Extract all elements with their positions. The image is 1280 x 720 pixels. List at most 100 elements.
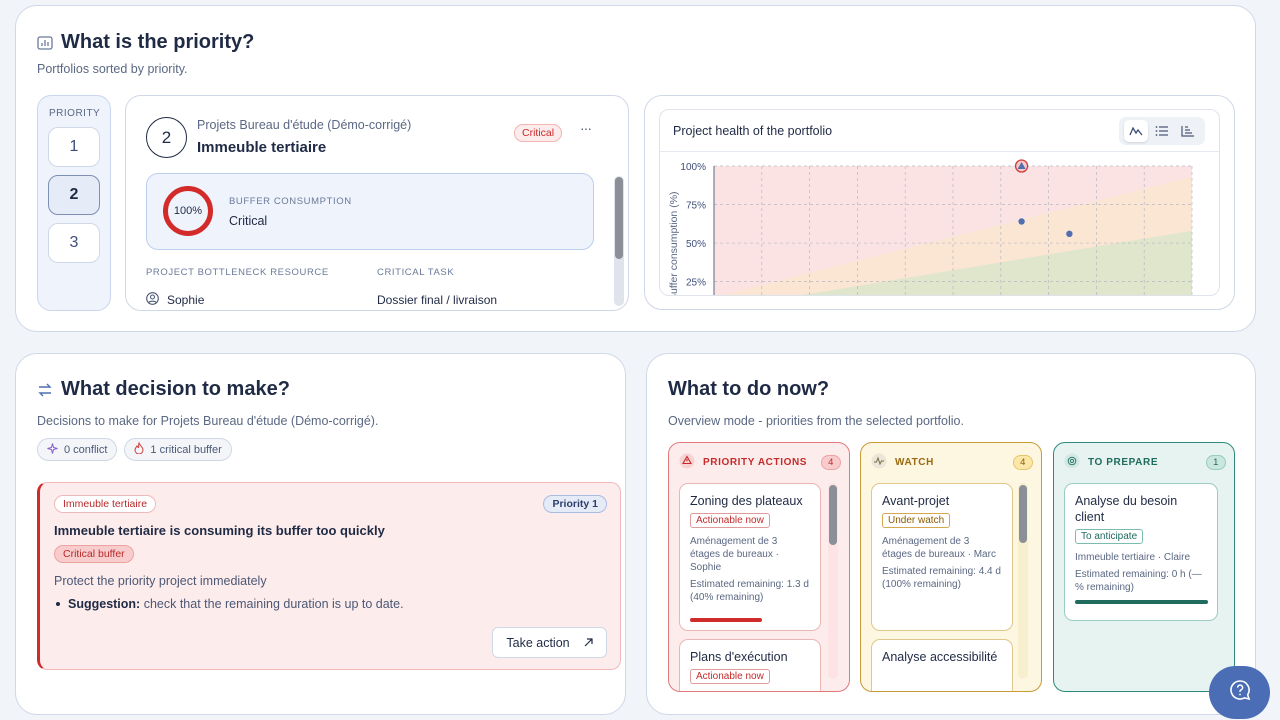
data-point: [1066, 230, 1073, 238]
status-badge: Critical: [514, 124, 563, 142]
take-action-label: Take action: [506, 635, 570, 650]
more-options-icon[interactable]: ···: [580, 120, 592, 136]
critical-task-label: CRITICAL TASK: [377, 267, 455, 278]
project-rank: 2: [146, 117, 187, 158]
conflict-chip[interactable]: 0 conflict: [37, 438, 118, 461]
task-card[interactable]: Analyse du besoin client To anticipate I…: [1064, 483, 1218, 621]
task-tag: Under watch: [882, 513, 951, 528]
decision-body: Protect the priority project immediately: [54, 574, 267, 588]
project-portfolio: Projets Bureau d'étude (Démo-corrigé): [197, 118, 412, 132]
bar-chart-icon[interactable]: [1176, 120, 1200, 142]
task-remaining: Estimated remaining: 1.3 d (40% remainin…: [690, 579, 809, 603]
chart-panel: Project health of the portfolio 100% 75% 5…: [644, 95, 1235, 310]
task-remaining: Estimated remaining: 0 h (— % remaining): [1075, 569, 1202, 593]
help-button[interactable]: [1209, 666, 1270, 719]
watch-header: WATCH 4: [871, 453, 1033, 472]
chart-title: Project health of the portfolio: [673, 124, 833, 138]
priority-3-button[interactable]: 3: [48, 223, 100, 263]
green-zone: [802, 230, 1192, 295]
priority-2-button[interactable]: 2: [48, 175, 100, 215]
buffer-ring: 100%: [163, 186, 213, 236]
task-tag: To anticipate: [1075, 529, 1144, 544]
task-description: Aménagement de 3 étages de bureaux · Mar…: [882, 536, 996, 560]
to-prepare-header: TO PREPARE 1: [1064, 453, 1226, 472]
watch-count: 4: [1013, 455, 1033, 470]
watch-column: WATCH 4 Avant-projet Under watch Aménage…: [860, 442, 1042, 692]
priority-actions-header: PRIORITY ACTIONS 4: [679, 453, 841, 472]
priority-title: What is the priority?: [61, 31, 255, 53]
task-description: Aménagement de 3 étages de bureaux · Sop…: [690, 536, 779, 573]
priority-actions-column: PRIORITY ACTIONS 4 Zoning des plateaux A…: [668, 442, 850, 692]
decision-item: Immeuble tertiaire Priority 1 Immeuble t…: [37, 482, 621, 670]
priority-actions-count: 4: [821, 455, 841, 470]
decision-title: What decision to make?: [61, 378, 290, 400]
critical-buffer-tag: Critical buffer: [54, 545, 134, 563]
conflict-chip-label: 0 conflict: [64, 443, 108, 456]
to-prepare-column: TO PREPARE 1 Analyse du besoin client To…: [1053, 442, 1235, 692]
task-card[interactable]: Analyse accessibilité: [871, 639, 1013, 691]
task-title: Analyse du besoin client: [1075, 494, 1178, 524]
decision-header: What decision to make?: [37, 378, 378, 401]
task-tag: Actionable now: [690, 669, 770, 684]
bullet: [56, 602, 60, 606]
warning-triangle-icon: [679, 453, 695, 472]
chart-view-toggle: [1119, 117, 1205, 145]
task-card[interactable]: Plans d'exécution Actionable now: [679, 639, 821, 691]
task-description: Immeuble tertiaire · Claire: [1075, 552, 1191, 563]
y-tick-label: 50%: [686, 239, 706, 250]
alert-point-marker: [1017, 162, 1026, 169]
priority-tag: Priority 1: [543, 495, 607, 513]
priority-selector-label: PRIORITY: [49, 108, 101, 119]
priority-1-button[interactable]: 1: [48, 127, 100, 167]
list-icon[interactable]: [1150, 120, 1174, 142]
task-title: Avant-projet: [882, 494, 950, 508]
task-tag: Actionable now: [690, 513, 770, 528]
project-name: Immeuble tertiaire: [197, 139, 327, 156]
health-chart: 100% 75% 50% 25% Buffer consumption (%): [668, 159, 1193, 296]
to-prepare-label: TO PREPARE: [1088, 457, 1159, 468]
chart-box-icon: [37, 35, 53, 50]
task-title: Zoning des plateaux: [690, 494, 803, 508]
help-chat-icon: [1229, 679, 1251, 706]
task-remaining: Estimated remaining: 4.4 d (100% remaini…: [882, 566, 1001, 590]
buffer-consumption-panel: 100% BUFFER CONSUMPTION Critical: [146, 173, 594, 250]
arrow-up-right-icon: [584, 636, 593, 650]
buffer-status: Critical: [229, 214, 268, 228]
task-card[interactable]: Zoning des plateaux Actionable now Aména…: [679, 483, 821, 631]
column-scrollbar[interactable]: [1018, 483, 1028, 679]
suggestion-line: Suggestion: check that the remaining dur…: [54, 597, 404, 611]
critical-buffer-chip[interactable]: 1 critical buffer: [124, 438, 232, 461]
y-axis-label: Buffer consumption (%): [668, 191, 680, 296]
todo-title: What to do now?: [668, 378, 830, 400]
line-chart-icon[interactable]: [1124, 120, 1148, 142]
suggestion-text: check that the remaining duration is up …: [143, 597, 404, 611]
column-scrollbar[interactable]: [828, 483, 838, 679]
task-title: Plans d'exécution: [690, 650, 788, 664]
project-card: 2 Projets Bureau d'étude (Démo-corrigé) …: [125, 95, 629, 311]
bottleneck-label: PROJECT BOTTLENECK RESOURCE: [146, 267, 329, 278]
data-point: [1018, 218, 1025, 225]
task-progress-bar: [690, 618, 762, 622]
task-card[interactable]: Avant-projet Under watch Aménagement de …: [871, 483, 1013, 631]
to-prepare-count: 1: [1206, 455, 1226, 470]
task-title: Analyse accessibilité: [882, 650, 998, 664]
spark-icon: [47, 442, 58, 457]
todo-subtitle: Overview mode - priorities from the sele…: [668, 414, 964, 428]
project-tag: Immeuble tertiaire: [54, 495, 157, 513]
priority-section: What is the priority? Portfolios sorted …: [15, 5, 1256, 332]
take-action-button[interactable]: Take action: [492, 627, 607, 658]
priority-subtitle: Portfolios sorted by priority.: [37, 62, 188, 76]
critical-task-value: Dossier final / livraison: [377, 293, 498, 307]
buffer-label: BUFFER CONSUMPTION: [229, 196, 352, 207]
critical-buffer-chip-label: 1 critical buffer: [150, 443, 222, 456]
flame-icon: [134, 441, 144, 457]
todo-section: What to do now? Overview mode - prioriti…: [646, 353, 1256, 715]
priority-selector: PRIORITY 1 2 3: [37, 95, 111, 311]
priority-header: What is the priority?: [37, 31, 254, 54]
chart-frame: Project health of the portfolio 100% 75% 5…: [659, 109, 1220, 296]
project-scrollbar[interactable]: [614, 176, 624, 306]
decision-subtitle: Decisions to make for Projets Bureau d'é…: [37, 414, 379, 428]
y-tick-label: 100%: [680, 162, 706, 173]
y-tick-label: 75%: [686, 201, 706, 212]
decision-headline: Immeuble tertiaire is consuming its buff…: [54, 523, 385, 538]
